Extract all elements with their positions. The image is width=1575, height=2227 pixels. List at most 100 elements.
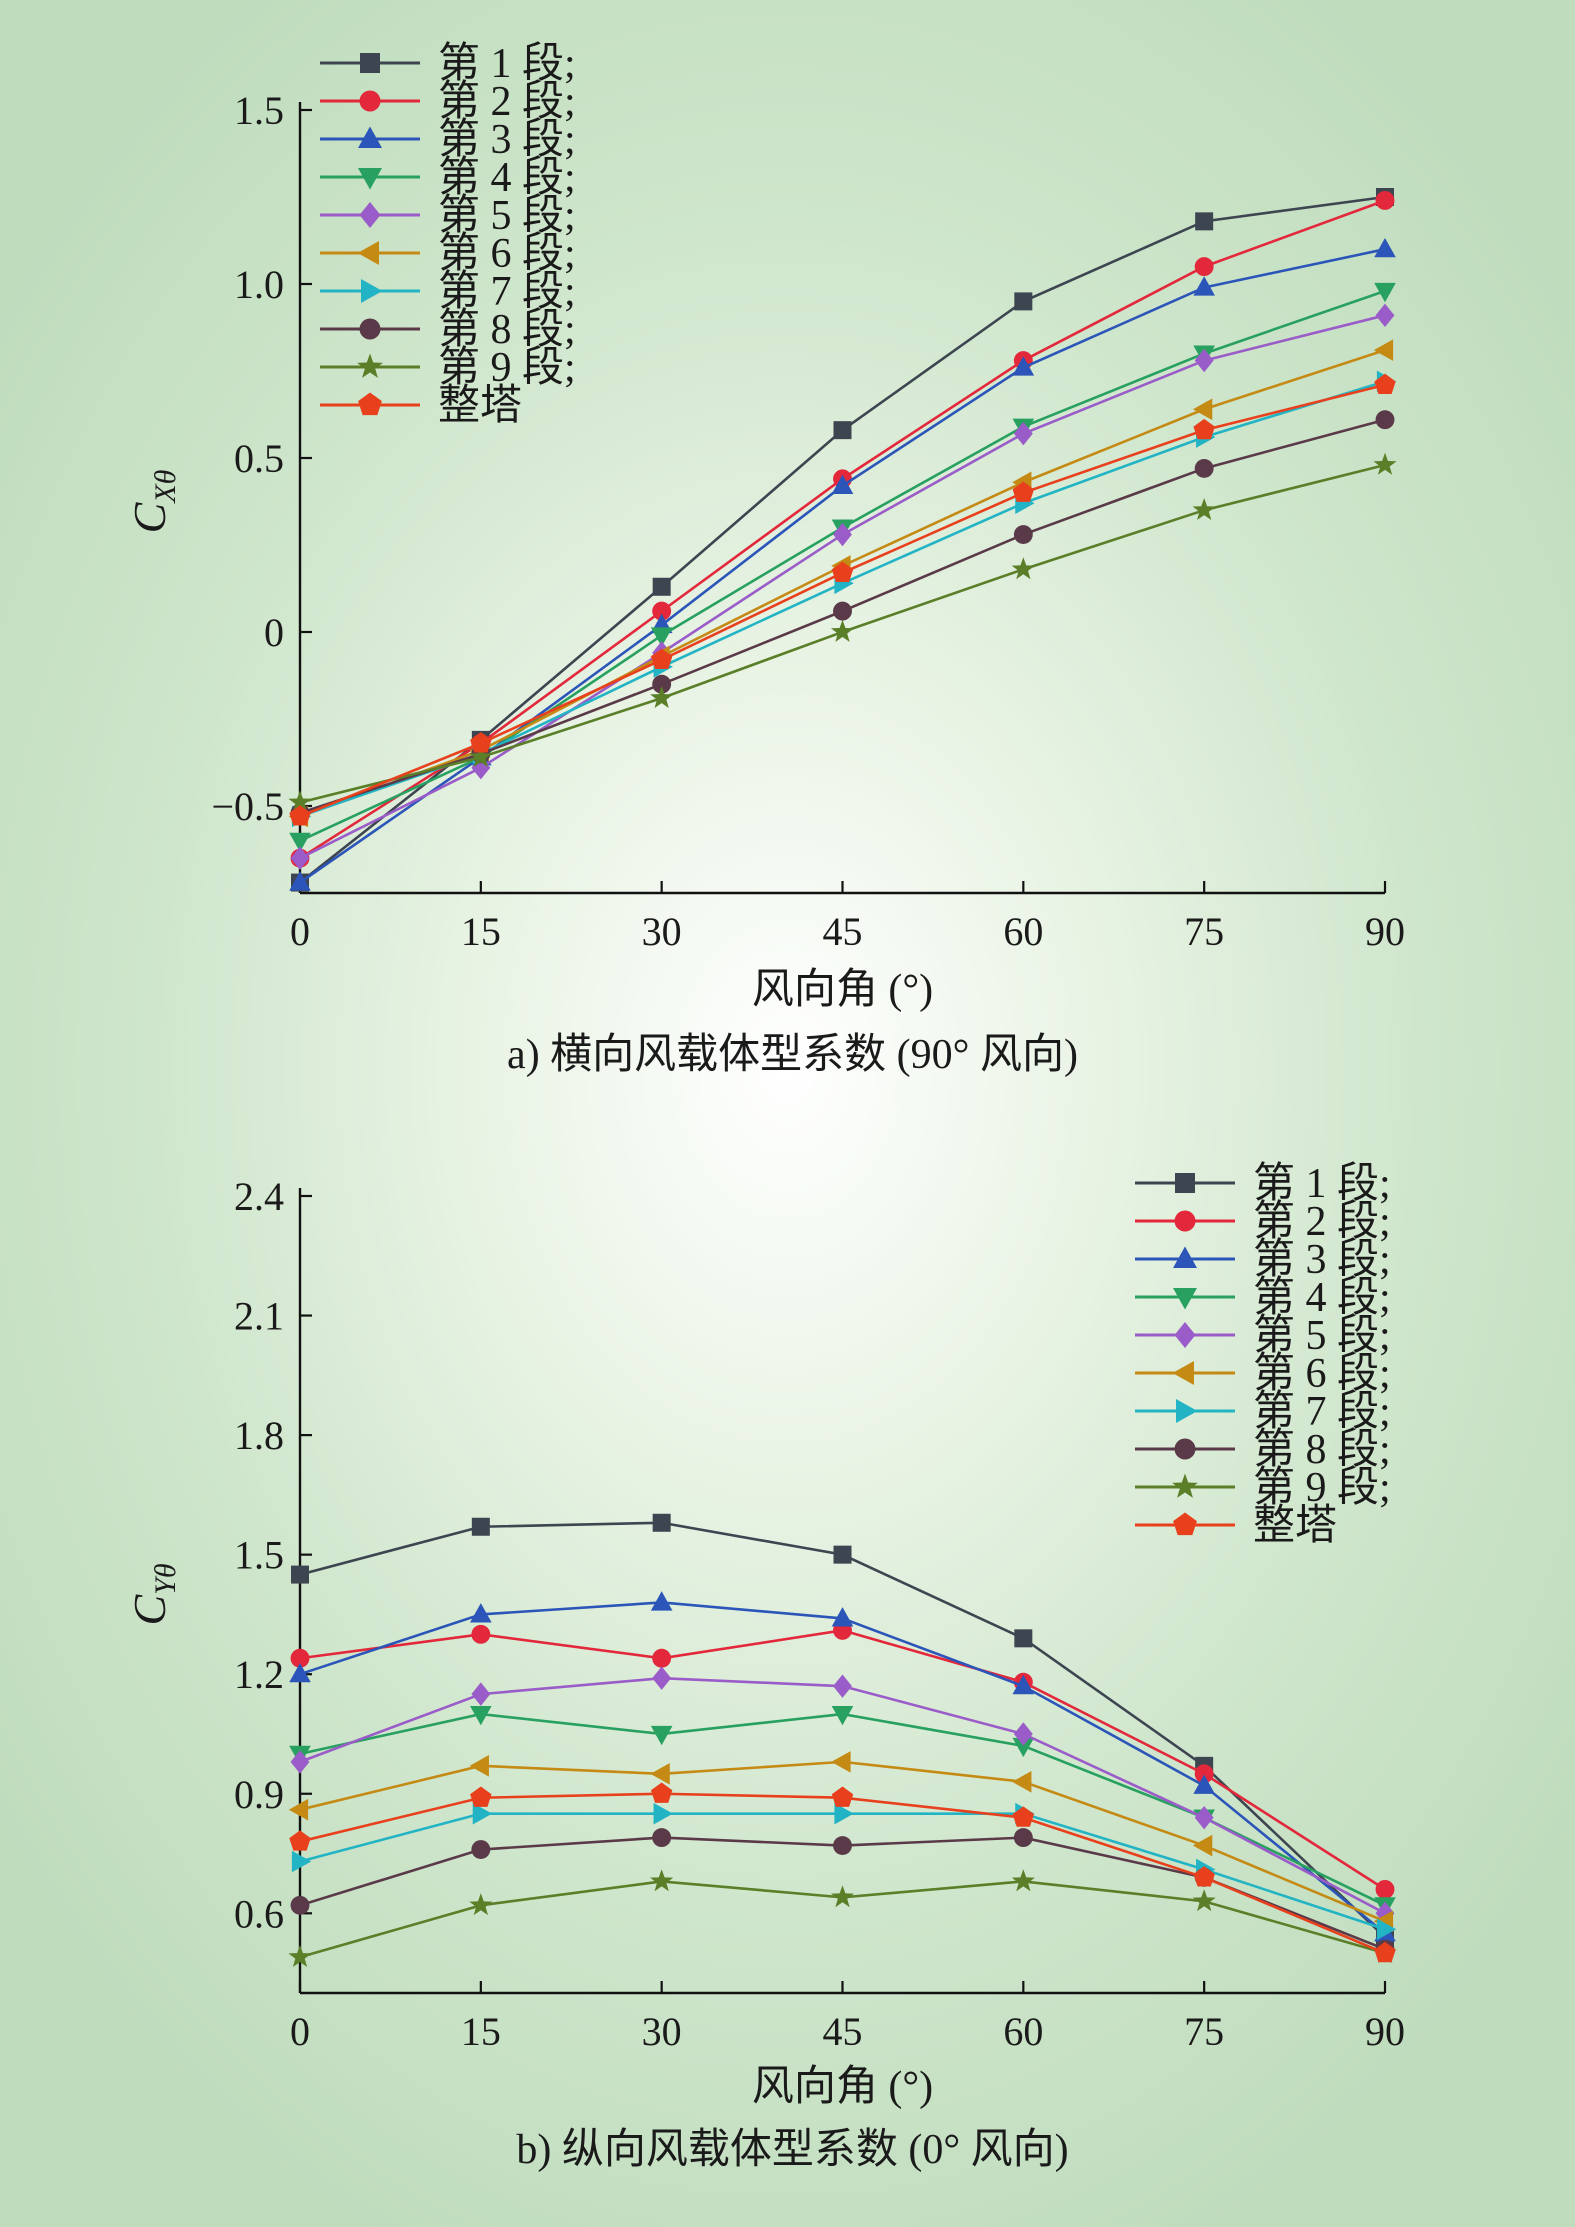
data-point: [291, 1565, 309, 1584]
data-point: [650, 1725, 673, 1746]
data-point: [289, 1830, 311, 1851]
y-tick-label: 2.4: [234, 1174, 284, 1219]
legend-label: 第 1 段;: [438, 41, 576, 87]
legend-item: 第 5 段;: [320, 193, 576, 239]
y-tick-label: −0.5: [211, 784, 284, 829]
legend-label: 第 7 段;: [1253, 1389, 1391, 1435]
data-point: [470, 1603, 492, 1623]
legend-label: 第 1 段;: [1253, 1161, 1391, 1207]
data-point: [1193, 1866, 1215, 1887]
x-tick-label: 60: [1003, 2009, 1043, 2054]
data-point: [1014, 292, 1033, 311]
legend-marker: [1174, 1322, 1196, 1348]
data-point: [1373, 452, 1397, 475]
x-tick-label: 75: [1184, 909, 1224, 954]
data-point: [650, 685, 674, 708]
data-point: [1375, 1879, 1395, 1899]
legend-label: 整塔: [438, 383, 522, 429]
data-point: [289, 1662, 311, 1683]
data-point: [1012, 1737, 1035, 1758]
series-9: [288, 1869, 1397, 1967]
x-tick-label: 90: [1365, 2009, 1405, 2054]
data-point: [1375, 410, 1395, 430]
data-point: [1193, 276, 1215, 296]
series-2: [290, 1620, 1395, 1899]
y-tick-label: 0.6: [234, 1891, 284, 1936]
data-point: [1194, 458, 1214, 478]
legend-marker: [1173, 1512, 1197, 1536]
data-point: [1012, 1770, 1032, 1793]
data-point: [1194, 1764, 1214, 1784]
x-tick-label: 45: [823, 909, 863, 954]
data-point: [831, 474, 854, 494]
data-point: [653, 1802, 673, 1825]
y-axis-title: CXθ: [124, 469, 182, 533]
legend-label: 第 4 段;: [438, 155, 576, 201]
y-tick-label: 0.9: [234, 1772, 284, 1817]
data-point: [652, 601, 672, 621]
data-point: [290, 1895, 310, 1915]
data-point: [1375, 191, 1395, 210]
data-point: [1013, 421, 1033, 446]
legend-marker: [359, 202, 381, 228]
data-point: [833, 1674, 852, 1698]
data-point: [833, 1545, 852, 1564]
data-point: [652, 1513, 671, 1532]
panel-caption: a) 横向风载体型系数 (90° 风向): [507, 1032, 1078, 1078]
legend-marker: [358, 126, 382, 148]
data-point: [290, 1750, 310, 1774]
data-point: [1012, 1806, 1035, 1827]
x-tick-label: 60: [1003, 909, 1043, 954]
panel-b-chart: 0 15 30 45 60 75 90 0.6 0.9 1.2 1.5 1.8 2.1 2.4 风向角 (°…: [124, 1161, 1405, 2173]
x-tick-label: 0: [290, 2009, 310, 2054]
legend-label: 第 6 段;: [1253, 1351, 1391, 1397]
legend-label: 第 5 段;: [438, 193, 576, 239]
legend-item: 第 2 段;: [320, 79, 576, 125]
y-axis-title-subscript: Yθ: [149, 1563, 182, 1595]
legend-item: 第 1 段;: [1135, 1161, 1391, 1207]
legend-marker: [357, 241, 379, 265]
data-point: [1194, 257, 1214, 277]
y-axis-title-main: C: [124, 1594, 175, 1626]
data-point: [652, 674, 672, 694]
data-point: [470, 1786, 492, 1807]
series-1: [291, 1513, 1394, 1947]
data-point: [1374, 1941, 1396, 1963]
data-point: [833, 1836, 852, 1856]
legend-marker: [358, 392, 382, 416]
data-point: [1374, 373, 1396, 395]
data-point: [650, 1782, 673, 1803]
panel-caption: b) 纵向风载体型系数 (0° 风向): [516, 2127, 1068, 2173]
data-point: [289, 832, 311, 853]
legend-item: 第 7 段;: [320, 269, 576, 315]
legend-label: 第 5 段;: [1253, 1313, 1391, 1359]
data-point: [652, 577, 671, 596]
y-axis-title-main: C: [124, 501, 175, 533]
x-tick-label: 0: [290, 909, 310, 954]
x-axis-title: 风向角 (°): [752, 967, 933, 1013]
data-point: [469, 1755, 489, 1777]
data-point: [470, 1705, 492, 1726]
data-point: [1012, 356, 1035, 376]
data-point: [471, 1624, 491, 1644]
legend-marker: [1174, 1210, 1196, 1232]
legend-item: 第 8 段;: [320, 307, 576, 353]
y-tick-label: 1.2: [234, 1652, 284, 1697]
series-3: [289, 1591, 1396, 1942]
legend-marker: [357, 353, 383, 378]
data-point: [1376, 1918, 1397, 1941]
legend-marker: [360, 53, 380, 73]
data-point: [1194, 1805, 1214, 1830]
panel-a-chart: 0 15 30 45 60 75 90 −0.5 0 0.5 1.0 1.5 风向角 (°) CXθ a) …: [124, 41, 1405, 1078]
y-tick-label: 1.0: [234, 262, 284, 307]
x-tick-label: 75: [1184, 2009, 1224, 2054]
legend-item: 第 3 段;: [1135, 1237, 1391, 1283]
data-point: [834, 1802, 854, 1825]
data-point: [1195, 212, 1214, 231]
data-point: [833, 421, 852, 440]
data-point: [1013, 525, 1033, 545]
data-point: [650, 1763, 670, 1785]
data-point: [652, 1828, 672, 1848]
y-axis-title: CYθ: [124, 1563, 182, 1625]
